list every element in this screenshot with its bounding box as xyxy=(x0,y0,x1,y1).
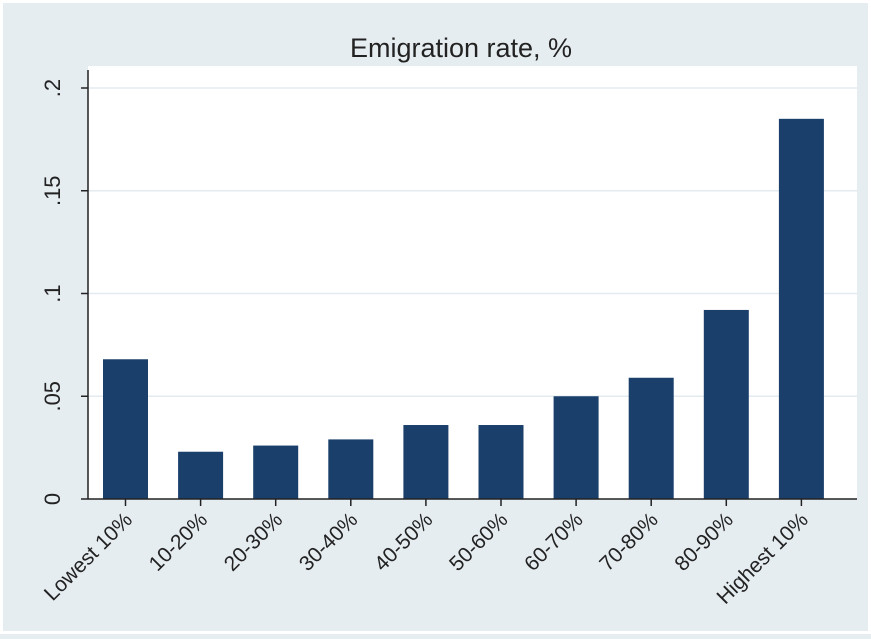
y-tick-label: .15 xyxy=(40,175,65,206)
x-tick-label: 20-30% xyxy=(220,508,287,575)
bar xyxy=(478,425,524,499)
x-tick-label: 70-80% xyxy=(595,508,662,575)
x-tick-label: 10-20% xyxy=(145,508,212,575)
y-tick-label: .05 xyxy=(40,381,65,412)
bar xyxy=(553,396,599,499)
bar xyxy=(178,451,224,499)
bar xyxy=(328,439,374,499)
x-tick-label: 50-60% xyxy=(445,508,512,575)
y-tick-label: .1 xyxy=(40,284,65,302)
bar xyxy=(403,425,449,499)
x-axis-ticks: Lowest 10% 10-20% 20-30% 30-40% 40-50% 50-60%… xyxy=(40,499,813,609)
x-tick-label: 60-70% xyxy=(520,508,587,575)
chart-title: Emigration rate, % xyxy=(350,33,572,63)
bar xyxy=(778,118,824,499)
bars xyxy=(103,118,824,499)
x-tick-label: Lowest 10% xyxy=(40,508,137,605)
bar xyxy=(703,309,749,499)
y-tick-label: .2 xyxy=(40,79,65,97)
y-axis-ticks: 0 .05 .1 .15 .2 xyxy=(40,79,88,505)
y-tick-label: 0 xyxy=(40,493,65,505)
axes xyxy=(87,70,857,500)
bar xyxy=(628,377,674,499)
x-tick-label: 30-40% xyxy=(295,508,362,575)
bar xyxy=(103,359,148,499)
bar xyxy=(253,445,299,499)
x-tick-label: 80-90% xyxy=(670,508,737,575)
x-tick-label: 40-50% xyxy=(370,508,437,575)
